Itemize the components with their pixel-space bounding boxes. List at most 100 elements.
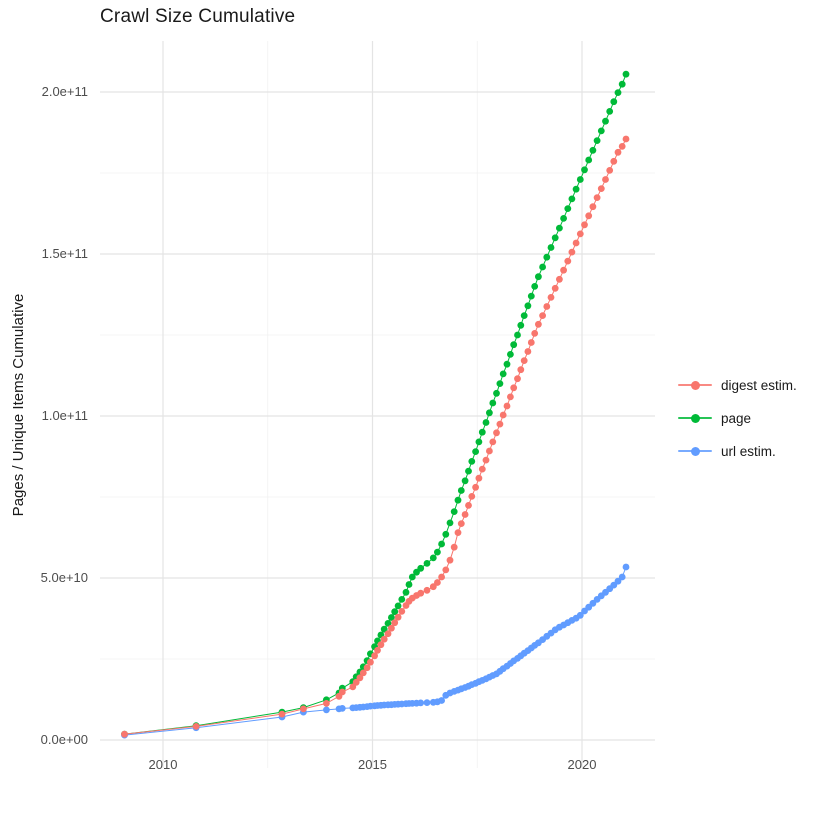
data-point-page	[610, 98, 618, 106]
data-point-digest-estim-	[434, 579, 441, 586]
legend-label-page: page	[721, 410, 752, 426]
data-point-digest-estim-	[543, 303, 551, 310]
data-point-digest-estim-	[606, 167, 614, 174]
data-point-digest-estim-	[618, 143, 626, 150]
data-point-page	[547, 244, 555, 251]
data-point-page	[514, 331, 521, 339]
data-point-page	[384, 620, 392, 627]
legend-dot-page	[690, 413, 700, 423]
data-point-page	[457, 487, 465, 494]
data-point-digest-estim-	[442, 566, 450, 574]
legend: digest estim. page url estim.	[678, 374, 797, 462]
data-point-digest-estim-	[438, 573, 445, 581]
data-point-digest-estim-	[391, 619, 399, 627]
data-point-page	[496, 380, 504, 387]
data-point-page	[465, 467, 472, 475]
data-point-digest-estim-	[468, 493, 476, 500]
data-point-page	[618, 80, 626, 88]
data-point-digest-estim-	[446, 556, 454, 564]
data-point-url-estim-	[438, 697, 445, 704]
data-point-url-estim-	[323, 706, 330, 714]
data-point-digest-estim-	[338, 688, 346, 696]
data-point-page	[478, 428, 486, 436]
data-point-digest-estim-	[520, 357, 528, 364]
y-axis-tick-label: 1.5e+11	[41, 246, 88, 261]
legend-dot-url	[690, 446, 700, 456]
data-point-page	[576, 176, 584, 183]
data-point-page	[461, 477, 469, 485]
x-axis-tick-label: 2015	[358, 757, 387, 772]
legend-label-url: url estim.	[721, 443, 776, 459]
data-point-page	[593, 137, 601, 145]
data-point-digest-estim-	[510, 384, 518, 392]
data-point-page	[581, 166, 588, 174]
data-point-page	[503, 360, 511, 368]
data-point-page	[429, 554, 437, 562]
data-point-page	[499, 370, 507, 378]
data-point-digest-estim-	[363, 664, 371, 672]
data-point-page	[454, 496, 462, 504]
data-point-page	[622, 70, 630, 78]
data-point-digest-estim-	[622, 135, 630, 143]
data-point-page	[391, 608, 399, 616]
data-point-page	[450, 508, 458, 515]
data-point-page	[543, 253, 551, 261]
data-point-page	[597, 127, 605, 135]
data-point-page	[589, 146, 597, 154]
data-point-page	[442, 530, 450, 538]
data-point-digest-estim-	[547, 294, 555, 301]
legend-dot-digest	[690, 380, 700, 390]
data-point-digest-estim-	[388, 624, 395, 632]
y-axis-tick-label: 1.0e+11	[41, 408, 88, 423]
data-point-page	[602, 117, 609, 125]
data-point-page	[520, 312, 528, 319]
data-point-page	[606, 108, 614, 115]
data-point-digest-estim-	[394, 613, 402, 621]
data-point-page	[388, 614, 395, 621]
data-point-digest-estim-	[503, 402, 511, 410]
data-point-digest-estim-	[556, 275, 563, 283]
legend-label-digest: digest estim.	[721, 377, 797, 393]
data-point-digest-estim-	[475, 474, 483, 482]
legend-item-page: page	[678, 407, 797, 429]
y-axis-tick-label: 2.0e+11	[41, 84, 88, 99]
data-point-digest-estim-	[461, 511, 469, 518]
data-point-page	[568, 195, 576, 203]
data-point-digest-estim-	[589, 203, 597, 211]
data-point-digest-estim-	[496, 420, 504, 428]
data-point-digest-estim-	[417, 589, 425, 597]
legend-key-page-icon	[678, 407, 712, 429]
y-axis-tick-label: 5.0e+10	[40, 570, 88, 585]
data-point-digest-estim-	[493, 429, 500, 437]
data-point-digest-estim-	[531, 330, 539, 337]
data-point-url-estim-	[338, 705, 346, 712]
data-point-page	[423, 560, 431, 567]
data-point-digest-estim-	[423, 586, 431, 594]
data-point-digest-estim-	[454, 529, 462, 536]
data-point-page	[551, 234, 559, 242]
data-point-page	[493, 389, 500, 397]
data-point-digest-estim-	[323, 700, 330, 707]
data-point-page	[572, 185, 580, 193]
data-point-page	[507, 351, 514, 358]
data-point-page	[434, 548, 441, 556]
data-point-page	[438, 540, 445, 548]
legend-item-url-estim: url estim.	[678, 440, 797, 462]
data-point-page	[564, 205, 572, 213]
data-point-digest-estim-	[478, 465, 486, 473]
legend-key-url-icon	[678, 440, 712, 462]
data-point-digest-estim-	[352, 678, 360, 686]
data-point-digest-estim-	[374, 646, 381, 654]
data-point-page	[468, 458, 476, 465]
data-point-digest-estim-	[489, 438, 497, 446]
data-point-url-estim-	[618, 573, 626, 581]
x-axis-tick-label: 2010	[148, 757, 178, 772]
data-point-page	[585, 156, 593, 164]
data-point-digest-estim-	[593, 194, 601, 202]
data-point-page	[560, 215, 567, 222]
data-point-digest-estim-	[356, 674, 364, 682]
data-point-digest-estim-	[450, 543, 458, 551]
data-point-url-estim-	[614, 577, 622, 585]
data-point-url-estim-	[622, 563, 630, 571]
